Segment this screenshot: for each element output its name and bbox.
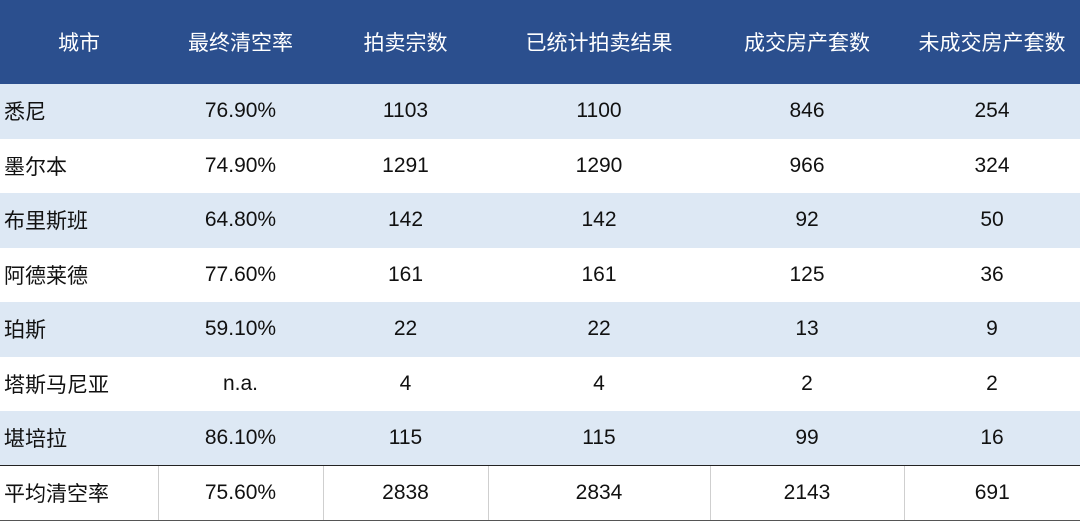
cell-reported-results: 22 — [587, 317, 611, 341]
cell-clearance-rate: 76.90% — [204, 99, 277, 123]
table-row: 阿德莱德 77.60% 161 161 125 36 — [0, 247, 1080, 302]
cell-city: 墨尔本 — [4, 154, 67, 179]
cell-sold-count: 2 — [801, 371, 813, 395]
cell-total-unsold-count: 691 — [903, 465, 1080, 521]
cell-reported-results: 161 — [581, 262, 617, 286]
cell-sold-count: 99 — [795, 426, 819, 449]
cell-auction-count: 22 — [393, 317, 418, 341]
cell-unsold-count: 2 — [986, 371, 998, 395]
cell-sold-count: 966 — [789, 153, 825, 177]
cell-total-label: 平均清空率 — [0, 465, 158, 521]
cell-reported-results: 4 — [593, 371, 605, 395]
cell-unsold-count: 36 — [980, 262, 1004, 286]
cell-auction-count: 115 — [388, 426, 423, 449]
cell-total-clearance-rate: 75.60% — [157, 465, 323, 521]
cell-city: 堪培拉 — [4, 427, 67, 451]
table-row: 布里斯班 64.80% 142 142 92 50 — [0, 193, 1080, 248]
cell-sold-count: 13 — [795, 317, 819, 341]
cell-reported-results: 115 — [582, 426, 616, 449]
cell-total-auction-count: 2838 — [322, 465, 488, 521]
cell-total-reported-results: 2834 — [487, 465, 710, 521]
cell-city: 塔斯马尼亚 — [4, 372, 109, 397]
header-reported-results: 已统计拍卖结果 — [525, 31, 673, 55]
cell-clearance-rate: 77.60% — [204, 262, 277, 286]
cell-unsold-count: 50 — [980, 208, 1004, 232]
cell-clearance-rate: 59.10% — [204, 317, 277, 341]
cell-auction-count: 1291 — [382, 153, 429, 177]
header-city: 城市 — [58, 31, 100, 55]
cell-unsold-count: 16 — [980, 426, 1004, 449]
cell-clearance-rate: 74.90% — [204, 153, 277, 177]
cell-reported-results: 1100 — [576, 99, 622, 123]
table-row: 珀斯 59.10% 22 22 13 9 — [0, 302, 1080, 357]
header-sold-count: 成交房产套数 — [744, 31, 870, 55]
cell-sold-count: 846 — [789, 99, 825, 123]
cell-reported-results: 142 — [581, 208, 617, 232]
cell-unsold-count: 9 — [986, 317, 998, 341]
cell-clearance-rate: 86.10% — [204, 426, 277, 449]
cell-sold-count: 92 — [795, 208, 819, 232]
cell-clearance-rate: 64.80% — [204, 208, 277, 232]
cell-city: 珀斯 — [4, 318, 46, 343]
table-row: 墨尔本 74.90% 1291 1290 966 324 — [0, 138, 1080, 193]
cell-city: 布里斯班 — [4, 209, 88, 234]
cell-city: 悉尼 — [4, 100, 46, 125]
header-unsold-count: 未成交房产套数 — [918, 31, 1066, 55]
total-row: 平均清空率 75.60% 2838 2834 2143 691 — [0, 465, 1080, 521]
cell-unsold-count: 254 — [974, 99, 1010, 123]
table-header-row: 城市 最终清空率 拍卖宗数 已统计拍卖结果 成交房产套数 未成交房产套数 — [0, 0, 1080, 84]
table-row: 塔斯马尼亚 n.a. 4 4 2 2 — [0, 356, 1080, 411]
cell-city: 阿德莱德 — [4, 263, 88, 288]
table-row: 悉尼 76.90% 1103 1100 846 254 — [0, 84, 1080, 139]
header-auction-count: 拍卖宗数 — [363, 31, 448, 55]
cell-auction-count: 4 — [399, 371, 412, 395]
cell-auction-count: 142 — [387, 208, 424, 232]
cell-auction-count: 1103 — [382, 99, 429, 123]
cell-auction-count: 161 — [387, 262, 424, 286]
header-clearance-rate: 最终清空率 — [188, 31, 293, 55]
cell-clearance-rate: n.a. — [222, 371, 259, 395]
cell-total-sold-count: 2143 — [709, 465, 904, 521]
cell-reported-results: 1290 — [575, 153, 623, 177]
cell-unsold-count: 324 — [974, 153, 1010, 177]
table-row: 堪培拉 86.10% 115 115 99 16 — [0, 411, 1080, 466]
cell-sold-count: 125 — [789, 262, 825, 286]
